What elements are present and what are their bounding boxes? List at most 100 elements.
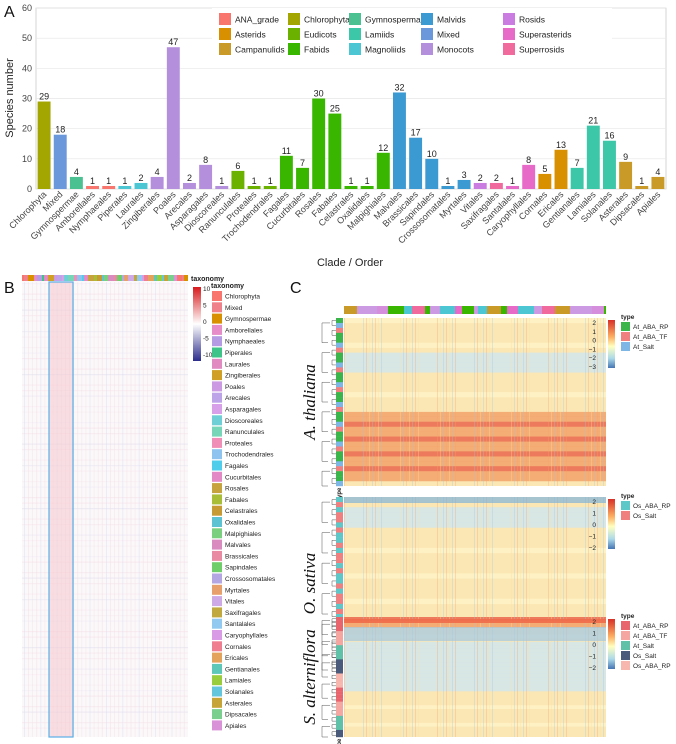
type-cell	[336, 532, 343, 538]
type-cell	[336, 687, 343, 692]
heatmap-streak	[455, 318, 456, 486]
type-cell	[336, 726, 343, 731]
type-cell	[336, 719, 343, 724]
heatmap-col-stripe	[101, 282, 103, 737]
panel-b-letter: B	[4, 280, 15, 297]
heatmap-streak	[381, 617, 382, 737]
taxonomy-cell	[94, 275, 97, 281]
type-cell	[336, 337, 343, 343]
heatmap-row-stripe	[22, 652, 188, 654]
bar-value-label: 1	[219, 176, 224, 186]
type-cell	[336, 406, 343, 413]
bar	[118, 185, 132, 189]
species-label: S. alterniflora	[300, 629, 319, 724]
taxonomy-label: Celastrales	[225, 508, 258, 515]
heatmap-streak	[477, 318, 478, 486]
species-label: A. thaliana	[300, 364, 319, 441]
legend-swatch	[219, 13, 231, 25]
taxonomy-swatch	[212, 392, 222, 403]
type-bar	[336, 318, 343, 487]
taxonomy-cell	[560, 306, 570, 314]
taxonomy-swatch	[212, 709, 222, 720]
colorbar-c-tick: 1	[592, 631, 596, 638]
heatmap-row-stripe	[22, 706, 188, 708]
heatmap-row	[344, 362, 606, 368]
heatmap-streak	[603, 617, 604, 737]
heatmap-row-stripe	[22, 684, 188, 686]
heatmap-streak	[403, 497, 404, 670]
taxonomy-cell	[182, 275, 184, 281]
heatmap-streak	[523, 497, 524, 670]
type-swatch	[621, 661, 630, 670]
heatmap-streak	[520, 318, 521, 486]
type-swatch	[621, 651, 630, 660]
heatmap-row-stripe	[22, 347, 188, 349]
type-cell	[336, 512, 343, 518]
heatmap-streak	[511, 497, 512, 670]
heatmap-streak	[443, 497, 444, 670]
dendrogram	[321, 618, 336, 738]
dendrogram-branch	[331, 639, 336, 644]
type-cell	[336, 617, 343, 621]
bar	[183, 182, 196, 189]
taxonomy-cell	[455, 306, 462, 314]
dendrogram-branch	[321, 726, 330, 738]
dendrogram-branch	[331, 724, 336, 729]
heatmap-streak	[563, 497, 564, 670]
heatmap-row-stripe	[22, 315, 188, 317]
heatmap-row-stripe	[22, 577, 188, 579]
type-cell	[336, 347, 343, 353]
type-cell	[336, 382, 343, 388]
heatmap-streak	[440, 318, 441, 486]
bar-value-label: 29	[39, 92, 49, 102]
taxonomy-label: Piperales	[225, 350, 253, 357]
dendrogram-branch	[331, 621, 336, 627]
type-cell	[336, 588, 343, 594]
y-tick-label: 20	[22, 124, 32, 134]
legend-swatch	[349, 43, 361, 55]
heatmap-row-stripe	[22, 599, 188, 601]
type-cell	[336, 332, 343, 338]
heatmap-streak	[372, 617, 373, 737]
dendrogram-branch	[321, 562, 330, 584]
taxonomy-cell	[570, 306, 585, 314]
bar-value-label: 11	[282, 146, 291, 156]
dendrogram-branch	[331, 653, 336, 658]
heatmap-row	[344, 352, 606, 358]
type-cell	[336, 701, 343, 706]
taxonomy-swatch	[212, 505, 222, 516]
type-cell	[336, 372, 343, 378]
colorbar-b-tick: 0	[203, 319, 207, 326]
heatmap-row-stripe	[22, 524, 188, 526]
heatmap-row-stripe	[22, 545, 188, 547]
legend-swatch	[349, 28, 361, 40]
heatmap-streak	[526, 318, 527, 486]
dendrogram-branch	[331, 419, 336, 425]
taxonomy-cell	[412, 306, 425, 314]
heatmap-streak	[440, 617, 441, 737]
dendrogram-branch	[331, 519, 336, 526]
heatmap-streak	[480, 318, 481, 486]
taxonomy-cell	[54, 275, 57, 281]
bar	[279, 155, 293, 189]
heatmap-row	[344, 466, 606, 472]
heatmap-streak	[375, 617, 376, 737]
type-cell	[336, 552, 343, 559]
heatmap-row	[344, 342, 606, 348]
heatmap-row	[344, 441, 606, 447]
dendrogram-branch	[321, 654, 330, 671]
taxonomy-cell	[117, 275, 122, 281]
dendrogram-branch	[331, 468, 336, 474]
legend-swatch	[219, 28, 231, 40]
taxonomy-swatch	[212, 573, 222, 584]
bar-value-label: 1	[445, 176, 450, 186]
heatmap-row	[344, 421, 606, 427]
dendrogram-branch	[331, 667, 336, 672]
heatmap-streak	[344, 617, 345, 737]
taxonomy-swatch	[212, 381, 222, 392]
legend-swatch	[288, 13, 300, 25]
heatmap-row	[344, 318, 606, 324]
legend-swatch	[503, 28, 515, 40]
heatmap-row-stripe	[22, 486, 188, 488]
